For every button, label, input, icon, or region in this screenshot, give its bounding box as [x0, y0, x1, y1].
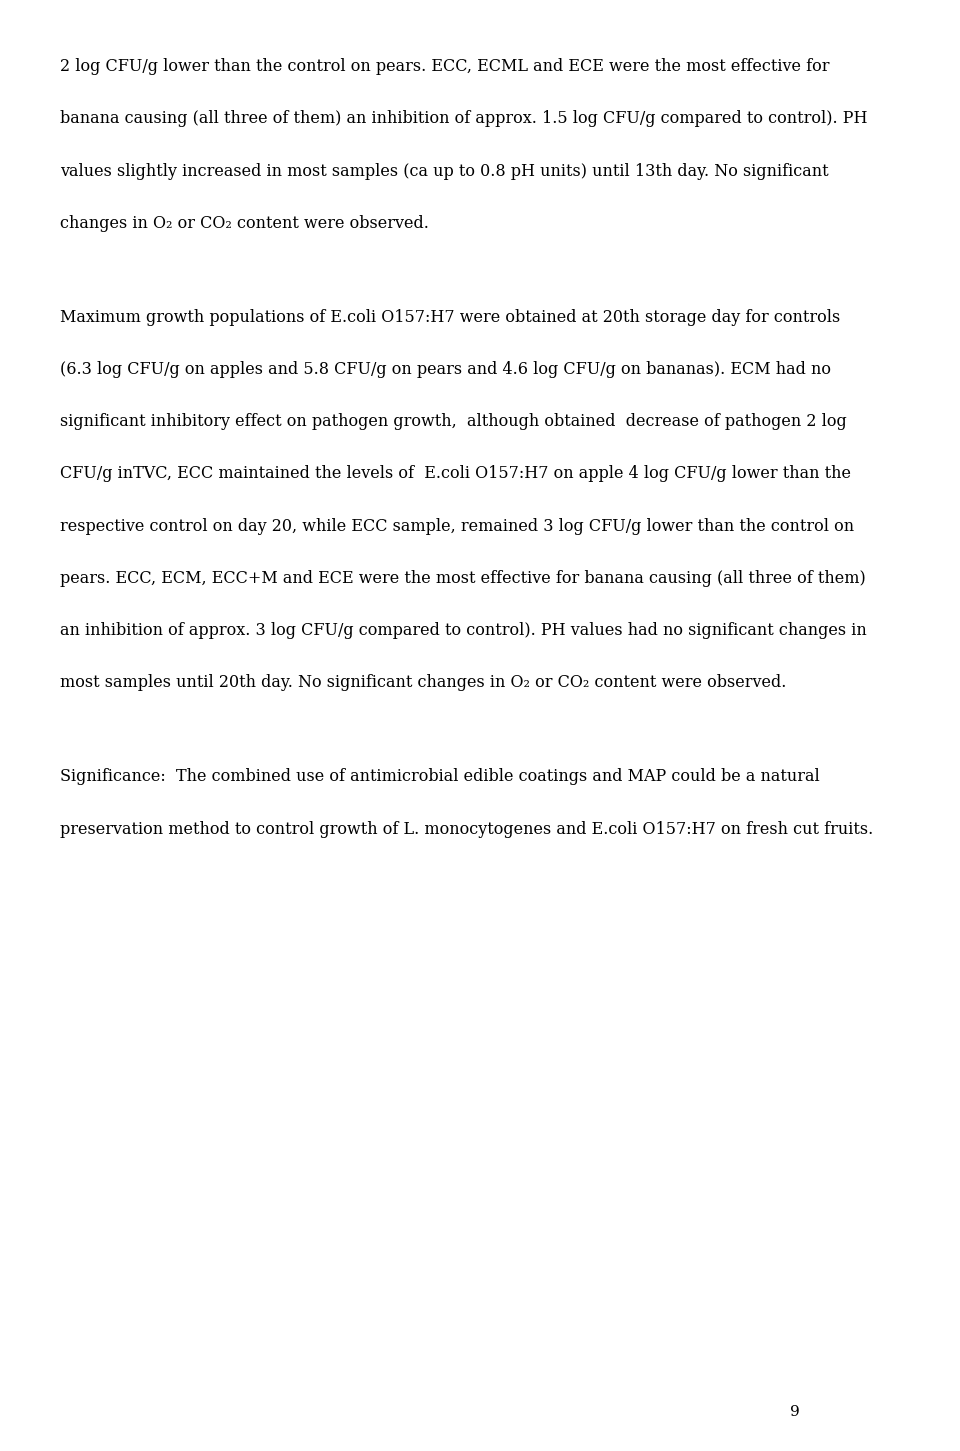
Text: (6.3 log CFU/g on apples and 5.8 CFU/g on pears and 4.6 log CFU/g on bananas). E: (6.3 log CFU/g on apples and 5.8 CFU/g o…: [60, 361, 831, 379]
Text: 2 log CFU/g lower than the control on pears. ECC, ECML and ECE were the most eff: 2 log CFU/g lower than the control on pe…: [60, 58, 829, 75]
Text: preservation method to control growth of L. monocytogenes and E.coli O157:H7 on : preservation method to control growth of…: [60, 821, 874, 837]
Text: values slightly increased in most samples (ca up to 0.8 pH units) until 13th day: values slightly increased in most sample…: [60, 163, 828, 180]
Text: 9: 9: [790, 1405, 800, 1419]
Text: significant inhibitory effect on pathogen growth,  although obtained  decrease o: significant inhibitory effect on pathoge…: [60, 414, 847, 431]
Text: Maximum growth populations of E.coli O157:H7 were obtained at 20th storage day f: Maximum growth populations of E.coli O15…: [60, 309, 841, 326]
Text: an inhibition of approx. 3 log CFU/g compared to control). PH values had no sign: an inhibition of approx. 3 log CFU/g com…: [60, 622, 867, 640]
Text: Significance:  The combined use of antimicrobial edible coatings and MAP could b: Significance: The combined use of antimi…: [60, 769, 820, 785]
Text: respective control on day 20, while ECC sample, remained 3 log CFU/g lower than : respective control on day 20, while ECC …: [60, 518, 854, 535]
Text: banana causing (all three of them) an inhibition of approx. 1.5 log CFU/g compar: banana causing (all three of them) an in…: [60, 110, 868, 128]
Text: changes in O₂ or CO₂ content were observed.: changes in O₂ or CO₂ content were observ…: [60, 215, 429, 232]
Text: most samples until 20th day. No significant changes in O₂ or CO₂ content were ob: most samples until 20th day. No signific…: [60, 675, 786, 692]
Text: CFU/g inTVC, ECC maintained the levels of  E.coli O157:H7 on apple 4 log CFU/g l: CFU/g inTVC, ECC maintained the levels o…: [60, 466, 852, 483]
Text: pears. ECC, ECM, ECC+M and ECE were the most effective for banana causing (all t: pears. ECC, ECM, ECC+M and ECE were the …: [60, 570, 866, 588]
